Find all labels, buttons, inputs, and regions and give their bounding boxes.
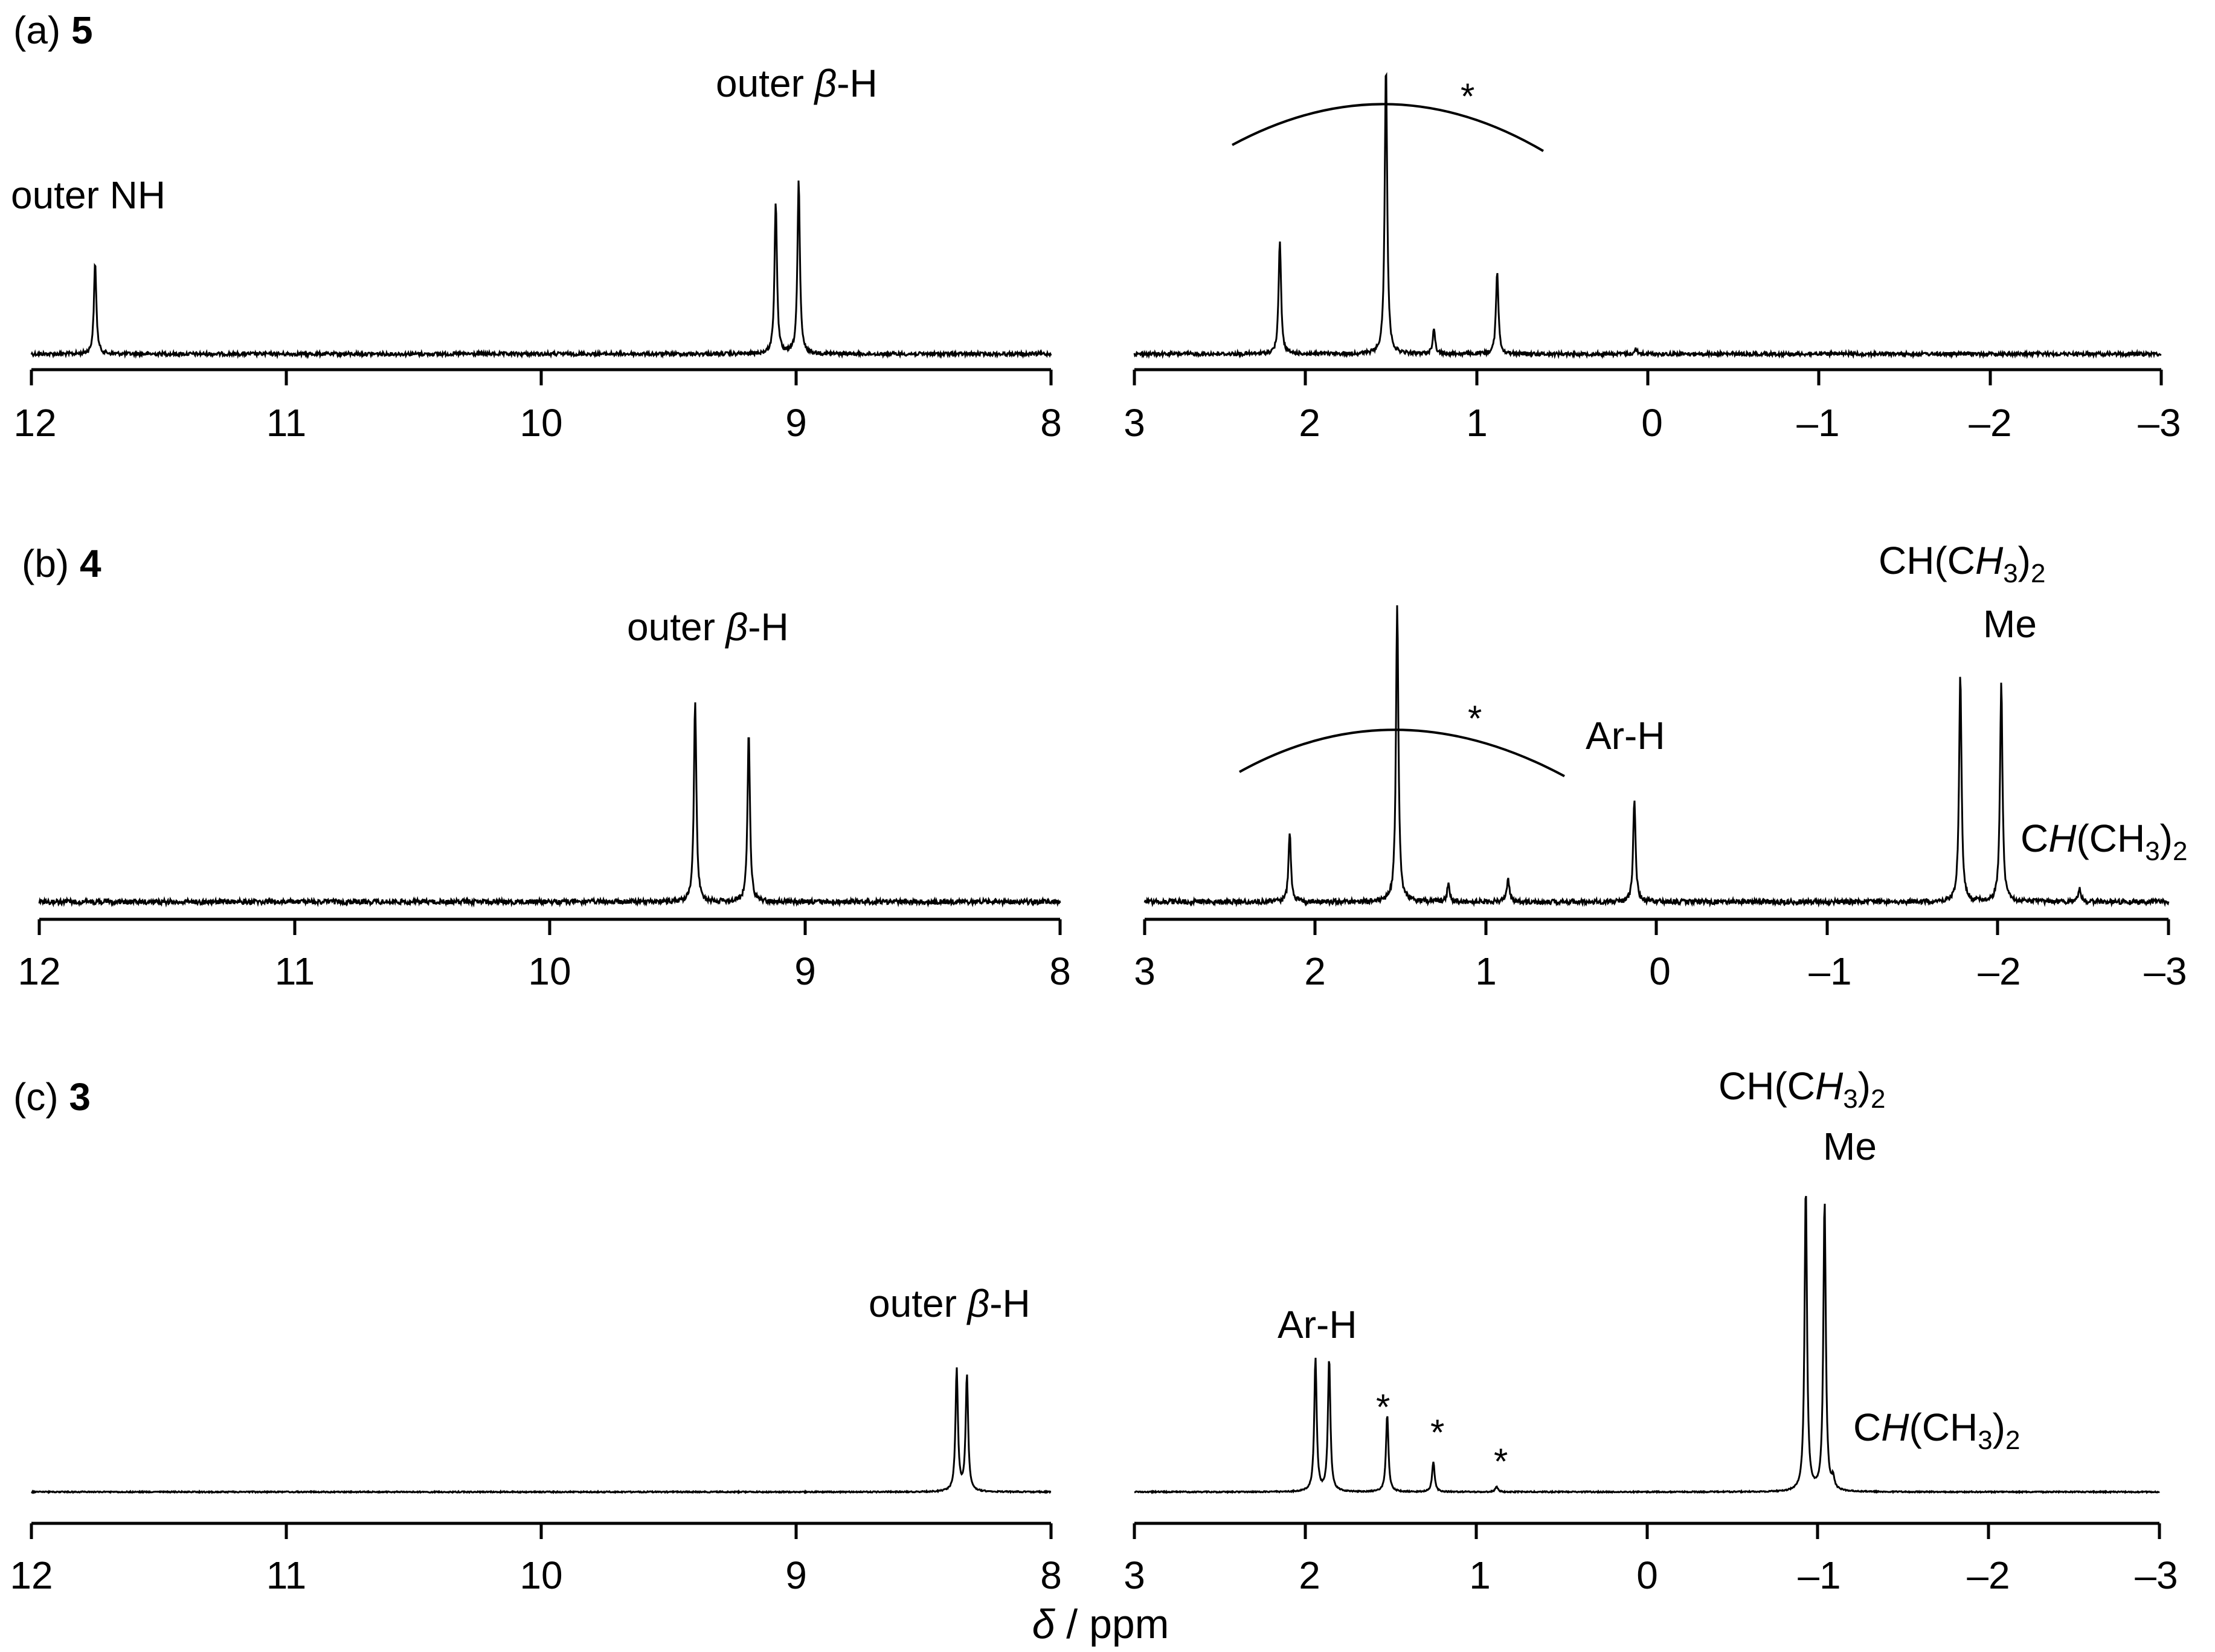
panel-b-title: (b) 4 <box>22 542 101 585</box>
panel-b-hump-star: * <box>1468 698 1482 739</box>
panel-c-title: (c) 3 <box>13 1075 91 1119</box>
panel-a-right-tick-label-1: 1 <box>1466 401 1488 445</box>
panel-a-right-tick-label-2: 2 <box>1299 401 1320 445</box>
x-axis-label: δ / ppm <box>1032 1601 1169 1647</box>
panel-a-outer-beta-h-label: outer β-H <box>716 62 878 105</box>
panel-b-right-tick-label-3: 3 <box>1134 950 1156 993</box>
panel-a-spectrum-left <box>30 180 1052 359</box>
panel-b-ar-h-label: Ar-H <box>1586 714 1665 757</box>
panel-a-left-tick-label-12: 12 <box>13 401 56 445</box>
panel-a-hump-star: * <box>1461 76 1474 117</box>
panel-c-ch-ch3-2-label: CH(CH3)2 <box>1718 1064 1885 1114</box>
panel-b-left-tick-label-11: 11 <box>275 950 315 993</box>
panel-b-spectrum-right <box>1143 605 2170 908</box>
panel-c-left-tick-label-8: 8 <box>1040 1554 1062 1597</box>
panel-b-right-tick-label-m2: –2 <box>1978 950 2021 993</box>
panel-c-ch-methine-label: CH(CH3)2 <box>1853 1406 2020 1455</box>
panel-b: (b) 4 outer β-H Ar-H CH(CH3)2 Me CH(CH3)… <box>18 539 2187 993</box>
panel-a-spectrum-right <box>1133 72 2162 359</box>
panel-c-star-2: * <box>1430 1412 1444 1453</box>
panel-a-left-tick-label-8: 8 <box>1040 401 1062 445</box>
panel-c-left-tick-label-11: 11 <box>266 1554 306 1597</box>
panel-a: (a) 5 outer NH outer β-H * 12 11 10 9 8 … <box>11 8 2181 445</box>
panel-c-right-tick-label-3: 3 <box>1124 1554 1145 1597</box>
panel-a-right-tick-label-0: 0 <box>1641 401 1663 445</box>
panel-c-ar-h-label: Ar-H <box>1278 1303 1357 1346</box>
panel-c-left-tick-label-10: 10 <box>519 1554 562 1597</box>
panel-a-left-tick-label-10: 10 <box>519 401 562 445</box>
panel-c-left-tick-label-12: 12 <box>10 1554 53 1597</box>
panel-b-ch-ch3-2-label: CH(CH3)2 <box>1879 539 2045 588</box>
panel-b-solvent-hump-arc <box>1239 728 1565 777</box>
panel-c-outer-beta-h-label: outer β-H <box>869 1282 1030 1325</box>
panel-c-right-tick-label-2: 2 <box>1299 1554 1320 1597</box>
panel-b-right-tick-label-m1: –1 <box>1808 950 1851 993</box>
panel-c-right-tick-label-m1: –1 <box>1798 1554 1840 1597</box>
panel-a-solvent-hump-arc <box>1232 103 1545 152</box>
panel-b-right-tick-label-m3: –3 <box>2144 950 2187 993</box>
panel-b-spectrum-left <box>38 702 1061 908</box>
panel-b-left-tick-label-12: 12 <box>18 950 60 993</box>
panel-c-spectrum-right <box>1134 1195 2160 1494</box>
panel-a-left-tick-label-11: 11 <box>266 401 306 445</box>
panel-c-right-tick-label-1: 1 <box>1469 1554 1491 1597</box>
panel-a-right-tick-label-m3: –3 <box>2138 401 2181 445</box>
panel-c-right-tick-label-m2: –2 <box>1967 1554 2010 1597</box>
panel-a-outer-nh-label: outer NH <box>11 173 166 217</box>
panel-c-right-tick-label-0: 0 <box>1636 1554 1658 1597</box>
panel-c: (c) 3 outer β-H Ar-H CH(CH3)2 Me CH(CH3)… <box>10 1064 2178 1597</box>
panel-a-title: (a) 5 <box>13 8 93 52</box>
panel-b-left-tick-label-8: 8 <box>1049 950 1071 993</box>
panel-c-left-tick-label-9: 9 <box>785 1554 807 1597</box>
panel-b-left-tick-label-9: 9 <box>794 950 816 993</box>
panel-c-right-tick-label-m3: –3 <box>2135 1554 2178 1597</box>
panel-b-right-tick-label-1: 1 <box>1475 950 1497 993</box>
panel-a-right-tick-label-m2: –2 <box>1969 401 2011 445</box>
panel-c-me-label: Me <box>1823 1125 1877 1168</box>
panel-b-me-label: Me <box>1983 602 2037 646</box>
panel-b-right-tick-label-0: 0 <box>1649 950 1671 993</box>
panel-b-outer-beta-h-label: outer β-H <box>627 605 789 649</box>
panel-a-right-tick-label-3: 3 <box>1124 401 1145 445</box>
panel-c-spectrum-left <box>31 1367 1052 1495</box>
panel-b-ch-methine-label: CH(CH3)2 <box>2021 817 2187 866</box>
panel-c-star-3: * <box>1494 1441 1508 1482</box>
panel-a-right-tick-label-m1: –1 <box>1796 401 1839 445</box>
panel-b-left-tick-label-10: 10 <box>528 950 571 993</box>
panel-a-left-tick-label-9: 9 <box>785 401 807 445</box>
panel-b-right-tick-label-2: 2 <box>1304 950 1326 993</box>
